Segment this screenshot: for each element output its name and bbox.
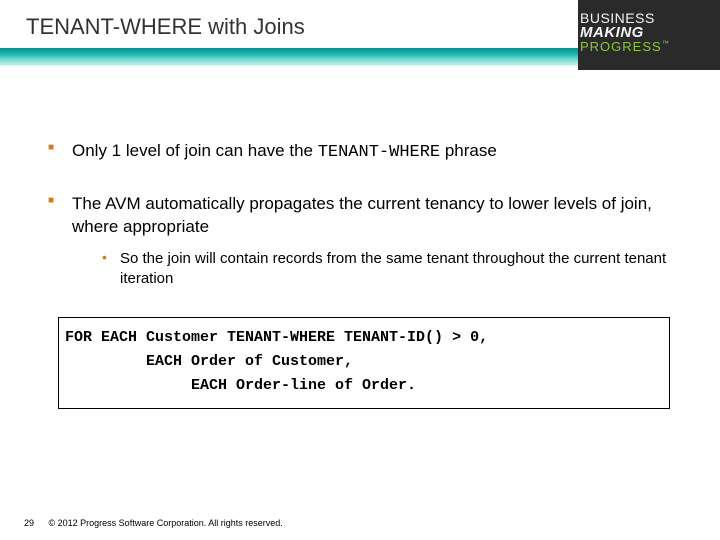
title-bar: TENANT-WHERE with Joins BUSINESS MAKING … — [0, 0, 720, 70]
code-line-1: FOR EACH Customer TENANT-WHERE TENANT-ID… — [65, 326, 663, 350]
logo-line1: BUSINESS — [580, 11, 710, 25]
bullet-2-text: The AVM automatically propagates the cur… — [72, 194, 652, 236]
bullet-1-text-post: phrase — [440, 141, 497, 160]
logo-line2: MAKING — [580, 25, 710, 40]
bullet-2-sub: So the join will contain records from th… — [96, 249, 680, 290]
code-line-2: EACH Order of Customer, — [65, 350, 663, 374]
logo-line3: PROGRESS™ — [580, 40, 710, 53]
bullet-1: Only 1 level of join can have the TENANT… — [48, 140, 680, 165]
page-number: 29 — [24, 518, 46, 528]
slide-content: Only 1 level of join can have the TENANT… — [48, 140, 680, 409]
copyright-text: © 2012 Progress Software Corporation. Al… — [49, 518, 283, 528]
bullet-1-code: TENANT-WHERE — [318, 143, 440, 162]
code-line-3: EACH Order-line of Order. — [65, 374, 663, 398]
bullet-2: The AVM automatically propagates the cur… — [48, 193, 680, 289]
brand-logo: BUSINESS MAKING PROGRESS™ — [580, 2, 710, 62]
slide-title: TENANT-WHERE with Joins — [0, 0, 305, 40]
code-block: FOR EACH Customer TENANT-WHERE TENANT-ID… — [58, 317, 670, 409]
slide-footer: 29 © 2012 Progress Software Corporation.… — [24, 518, 283, 528]
bullet-2-sub-text: So the join will contain records from th… — [120, 250, 666, 287]
bullet-1-text-pre: Only 1 level of join can have the — [72, 141, 318, 160]
slide: TENANT-WHERE with Joins BUSINESS MAKING … — [0, 0, 720, 540]
